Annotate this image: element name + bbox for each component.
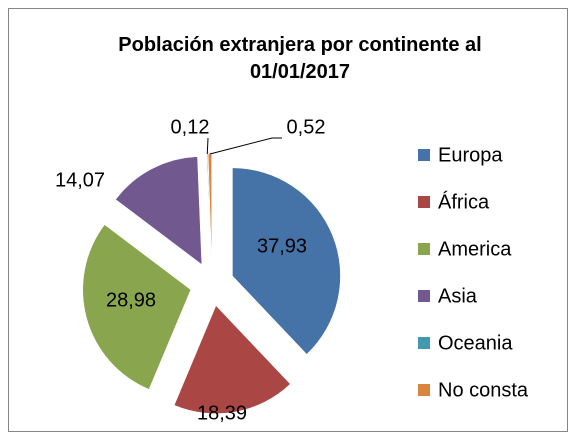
data-label: 0,52: [287, 116, 326, 138]
legend-label: Oceania: [438, 332, 513, 354]
legend-swatch: [418, 384, 430, 396]
legend-label: África: [438, 190, 490, 213]
legend-label: Asia: [438, 285, 478, 307]
data-label: 14,07: [55, 169, 105, 191]
leader-line: [209, 137, 282, 155]
data-label: 18,39: [197, 402, 247, 424]
leader-line: [206, 137, 209, 155]
chart-title: Población extranjera por continente al 0…: [118, 34, 482, 83]
legend-swatch: [418, 290, 430, 302]
legend-label: America: [438, 238, 512, 260]
legend-swatch: [418, 149, 430, 161]
pie-slice: [173, 305, 291, 414]
legend-swatch: [418, 243, 430, 255]
pie-slice: [115, 156, 203, 266]
legend-swatch: [418, 196, 430, 208]
legend-label: Europa: [438, 144, 503, 166]
data-label: 28,98: [106, 289, 156, 311]
legend-label: No consta: [438, 379, 529, 401]
legend-swatch: [418, 337, 430, 349]
pie-slice: [82, 224, 192, 390]
pie-slice: [232, 167, 341, 355]
data-label: 0,12: [171, 116, 210, 138]
data-label: 37,93: [257, 235, 307, 257]
